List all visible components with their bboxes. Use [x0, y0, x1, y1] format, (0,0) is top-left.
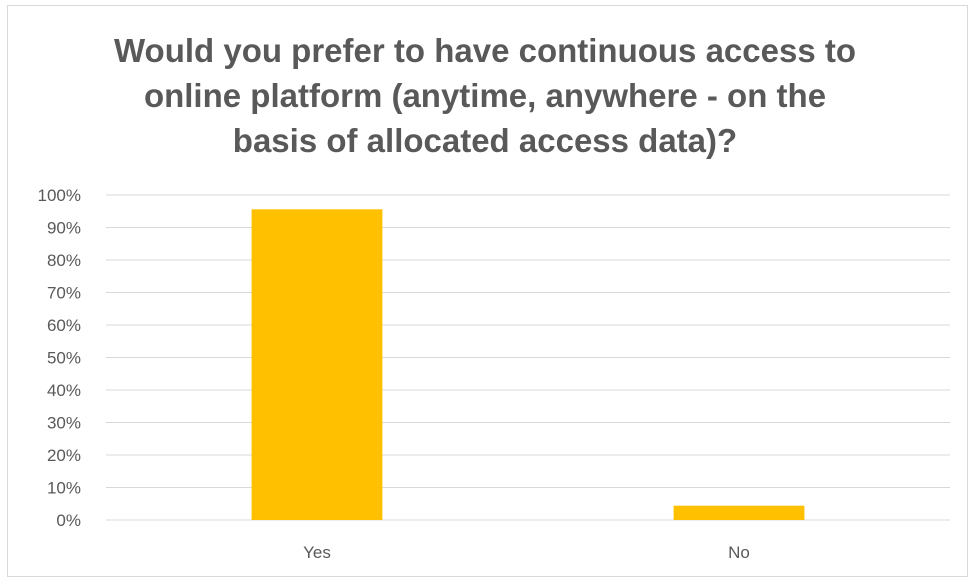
- chart-title: Would you prefer to have continuous acce…: [113, 32, 857, 159]
- y-tick-label: 60%: [47, 316, 81, 335]
- y-tick-label: 80%: [47, 251, 81, 270]
- chart-area: [7, 5, 968, 577]
- bar-yes: [251, 209, 383, 521]
- y-tick-label: 70%: [47, 284, 81, 303]
- y-tick-label: 30%: [47, 414, 81, 433]
- y-tick-label: 50%: [47, 349, 81, 368]
- x-tick-label: Yes: [303, 543, 331, 562]
- y-tick-label: 90%: [47, 219, 81, 238]
- y-tick-label: 100%: [38, 186, 81, 205]
- x-tick-label: No: [728, 543, 750, 562]
- y-tick-label: 0%: [56, 511, 81, 530]
- y-tick-label: 20%: [47, 446, 81, 465]
- bar-no: [673, 505, 805, 520]
- y-tick-label: 10%: [47, 479, 81, 498]
- y-tick-label: 40%: [47, 381, 81, 400]
